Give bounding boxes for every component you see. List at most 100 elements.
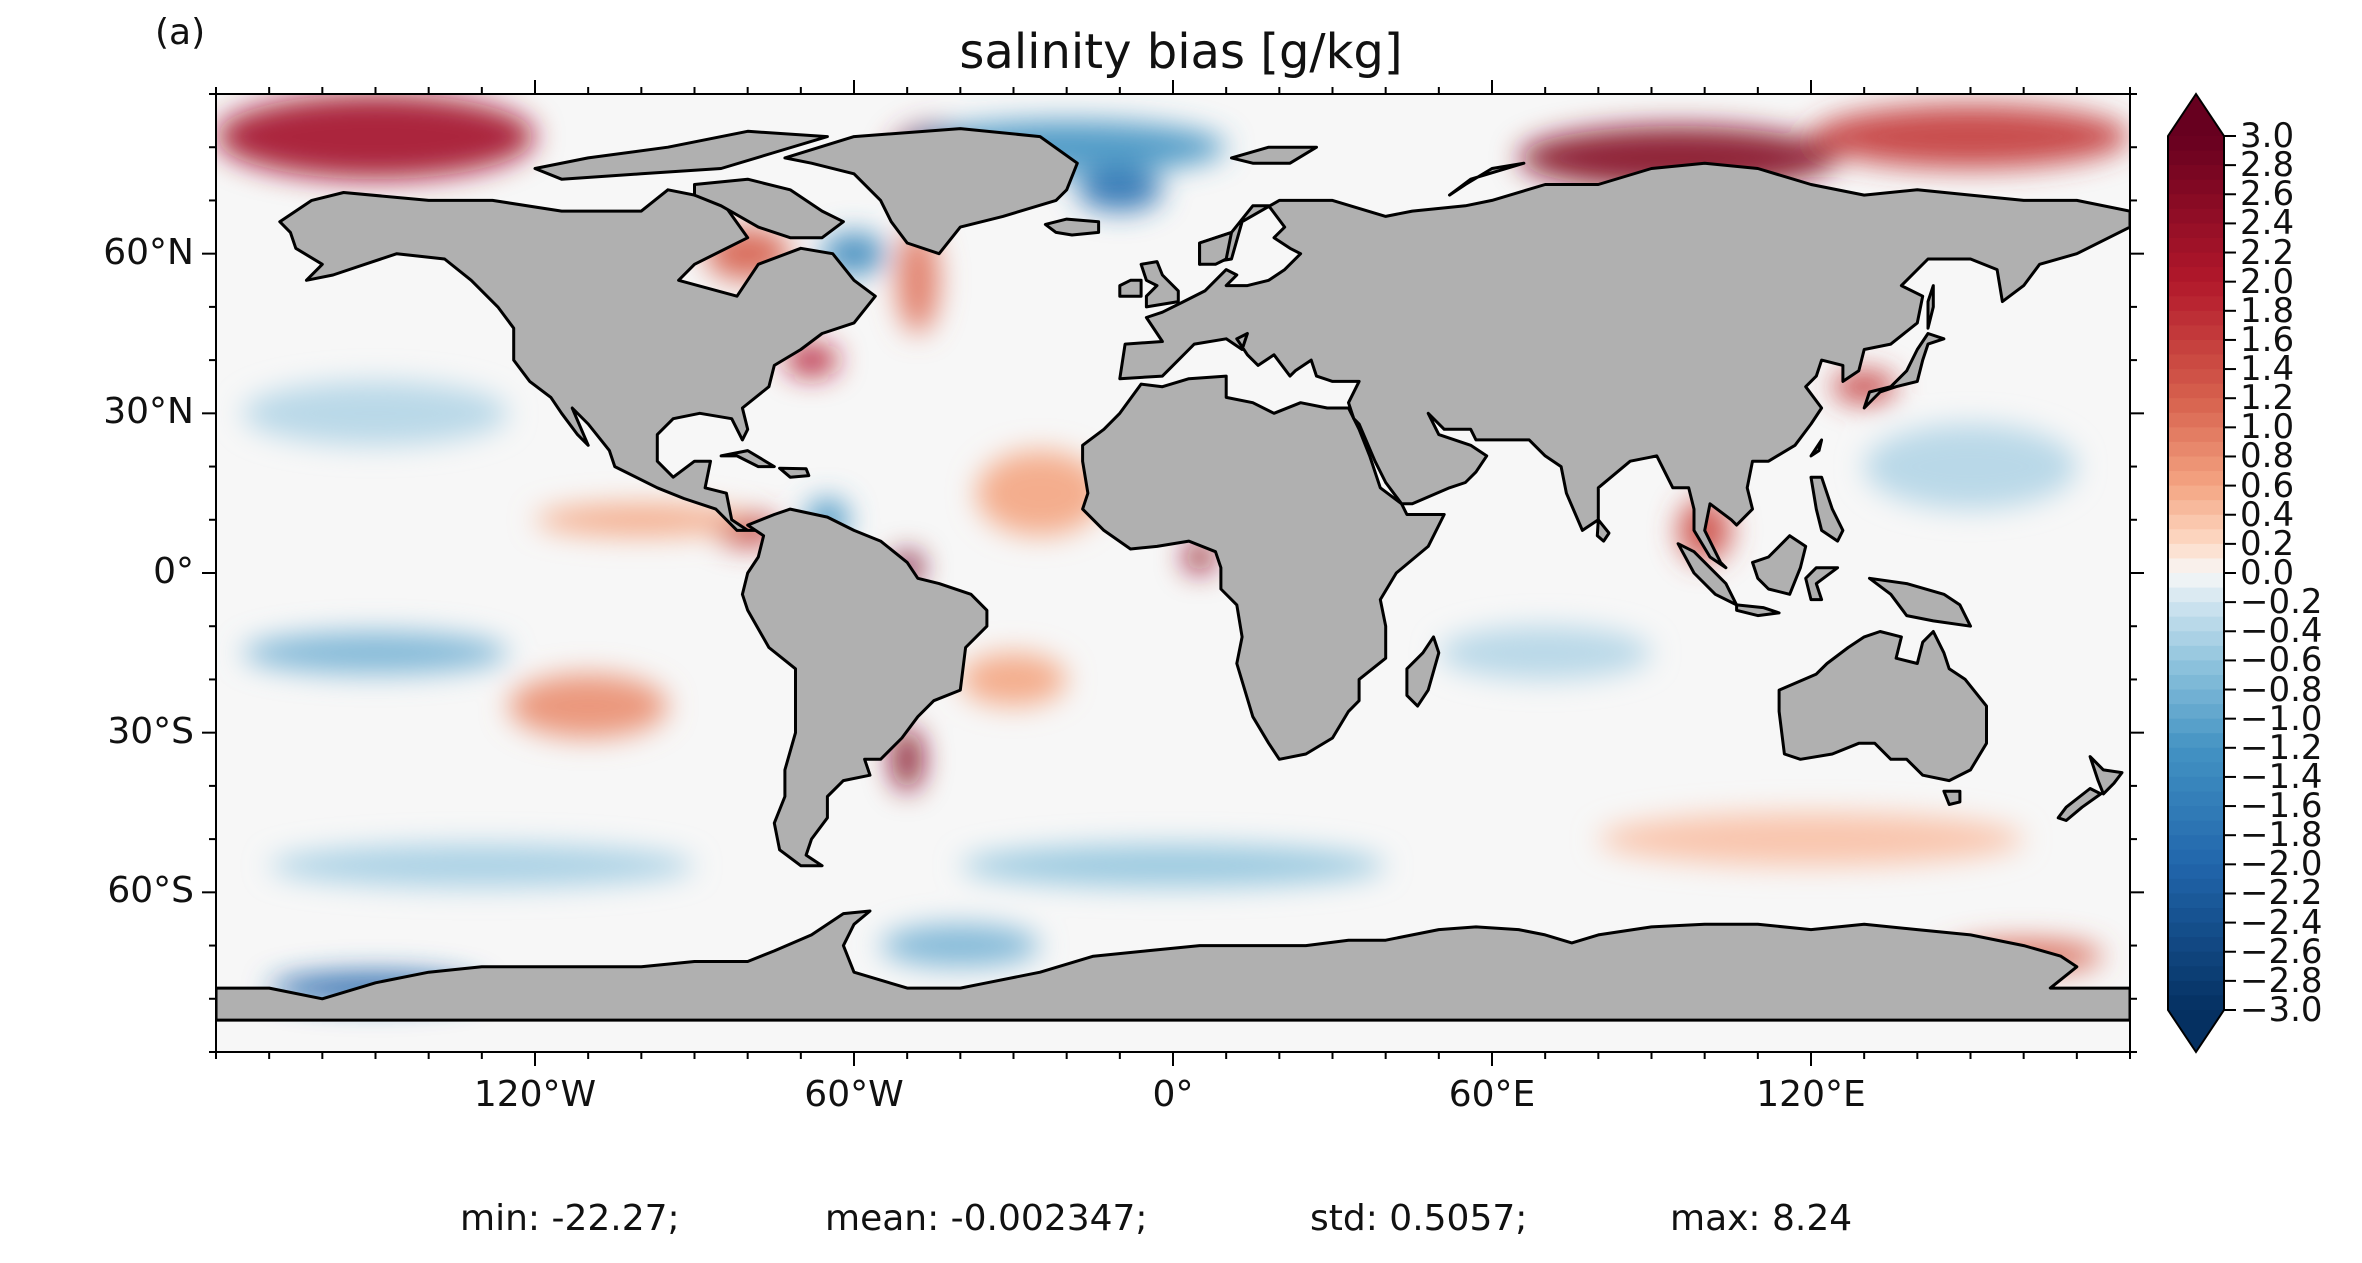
- land-tasmania: [1942, 789, 1962, 806]
- bias-region: [891, 727, 924, 792]
- bias-region: [1077, 168, 1163, 212]
- bias-region: [880, 924, 1041, 967]
- land-uk: [1139, 260, 1180, 309]
- map-title: salinity bias [g/kg]: [959, 24, 1403, 80]
- colorbar-band: [2168, 762, 2224, 778]
- colorbar-band: [2168, 412, 2224, 428]
- land-hispaniola: [778, 466, 811, 479]
- colorbar-ticks: [2224, 135, 2236, 1011]
- stat-mean: mean: -0.002347;: [825, 1198, 1148, 1239]
- land-philippines: [1809, 475, 1845, 543]
- colorbar-band: [2168, 369, 2224, 385]
- colorbar-tick-label: −0.8: [2240, 669, 2323, 710]
- colorbar-band: [2168, 995, 2224, 1011]
- lat-tick-label: 30°S: [107, 710, 194, 752]
- colorbar-band: [2168, 325, 2224, 341]
- bias-region: [896, 227, 940, 334]
- land-masses: [216, 127, 2130, 1022]
- bias-region: [976, 450, 1104, 536]
- colorbar-tick-label: −2.4: [2240, 902, 2323, 943]
- land-scandinavia-fill: [1198, 230, 1233, 266]
- colorbar-tick-label: 1.0: [2240, 407, 2295, 448]
- colorbar-band: [2168, 296, 2224, 312]
- bias-region: [1438, 626, 1652, 680]
- colorbar-band: [2168, 689, 2224, 705]
- colorbar-tick-label: 1.6: [2240, 319, 2295, 360]
- colorbar-tick-label: 2.6: [2240, 174, 2295, 215]
- bias-region: [1864, 423, 2077, 510]
- colorbar-band: [2168, 267, 2224, 283]
- colorbar-band: [2168, 878, 2224, 895]
- colorbar-tick-label: −2.0: [2240, 844, 2323, 885]
- colorbar-band: [2168, 252, 2224, 268]
- colorbar-band: [2168, 806, 2224, 822]
- colorbar-band: [2168, 573, 2224, 589]
- land-iceland: [1043, 217, 1101, 237]
- lat-tick-label: 30°N: [103, 391, 194, 433]
- colorbar-band: [2168, 194, 2224, 210]
- colorbar-band: [2168, 398, 2224, 414]
- colorbar-band: [2168, 937, 2224, 953]
- land-sulawesi: [1804, 566, 1840, 602]
- colorbar-band: [2168, 543, 2224, 560]
- bias-region: [960, 844, 1386, 888]
- colorbar-band: [2168, 456, 2224, 472]
- land-ireland: [1118, 278, 1143, 298]
- colorbar-band: [2168, 922, 2224, 938]
- colorbar-band: [2168, 208, 2224, 224]
- colorbar-tick-label: −1.0: [2240, 698, 2323, 739]
- colorbar-tick-label: 2.4: [2240, 203, 2295, 244]
- colorbar-tick-label: 2.2: [2240, 232, 2295, 273]
- colorbar-tick-label: 1.8: [2240, 290, 2295, 331]
- colorbar-band: [2168, 791, 2224, 807]
- colorbar-band: [2168, 776, 2224, 793]
- colorbar-band: [2168, 893, 2224, 909]
- colorbar-band: [2168, 966, 2224, 982]
- colorbar-band: [2168, 674, 2224, 691]
- colorbar-band: [2168, 281, 2224, 297]
- colorbar-tick-label: 2.0: [2240, 261, 2295, 302]
- bias-region: [1598, 812, 2024, 866]
- lat-tick-label: 60°N: [103, 231, 194, 273]
- land-cuba: [719, 449, 776, 469]
- colorbar-band: [2168, 908, 2224, 924]
- colorbar-band: [2168, 704, 2224, 720]
- panel-label: (a): [155, 12, 206, 53]
- land-new-guinea: [1868, 576, 1972, 628]
- statistics-line: min: -22.27; mean: -0.002347; std: 0.505…: [0, 1198, 2362, 1248]
- land-taiwan: [1809, 438, 1824, 458]
- colorbar: [2167, 92, 2236, 1054]
- colorbar-band: [2168, 529, 2224, 545]
- colorbar-band: [2168, 645, 2224, 661]
- bias-region: [242, 381, 509, 446]
- colorbar-tick-label: 2.8: [2240, 145, 2295, 186]
- colorbar-band: [2168, 179, 2224, 195]
- land-borneo: [1751, 534, 1808, 596]
- colorbar-band: [2168, 485, 2224, 501]
- colorbar-band: [2168, 631, 2224, 647]
- bias-region: [216, 94, 535, 180]
- colorbar-extend-bottom: [2168, 1010, 2224, 1052]
- colorbar-tick-label: 0.8: [2240, 436, 2295, 477]
- colorbar-tick-label: −2.8: [2240, 960, 2323, 1001]
- colorbar-band: [2168, 310, 2224, 326]
- lon-tick-label: 120°E: [1756, 1074, 1866, 1115]
- colorbar-tick-label: −0.6: [2240, 640, 2323, 681]
- colorbar-tick-label: −1.8: [2240, 815, 2323, 856]
- colorbar-band: [2168, 835, 2224, 851]
- colorbar-band: [2168, 354, 2224, 370]
- lon-tick-label: 120°W: [473, 1074, 597, 1115]
- land-svalbard: [1230, 145, 1318, 165]
- colorbar-band: [2168, 820, 2224, 836]
- stat-std: std: 0.5057;: [1310, 1198, 1528, 1239]
- bias-region: [960, 652, 1067, 707]
- land-novaya-zemlya: [1448, 161, 1526, 197]
- colorbar-band: [2168, 951, 2224, 967]
- colorbar-extend-top: [2168, 94, 2224, 136]
- colorbar-tick-label: −0.4: [2240, 611, 2323, 652]
- map-canvas: [202, 80, 2144, 1066]
- land-sri-lanka: [1595, 518, 1611, 543]
- land-java: [1735, 603, 1781, 618]
- colorbar-band: [2168, 514, 2224, 530]
- bias-region: [508, 674, 668, 738]
